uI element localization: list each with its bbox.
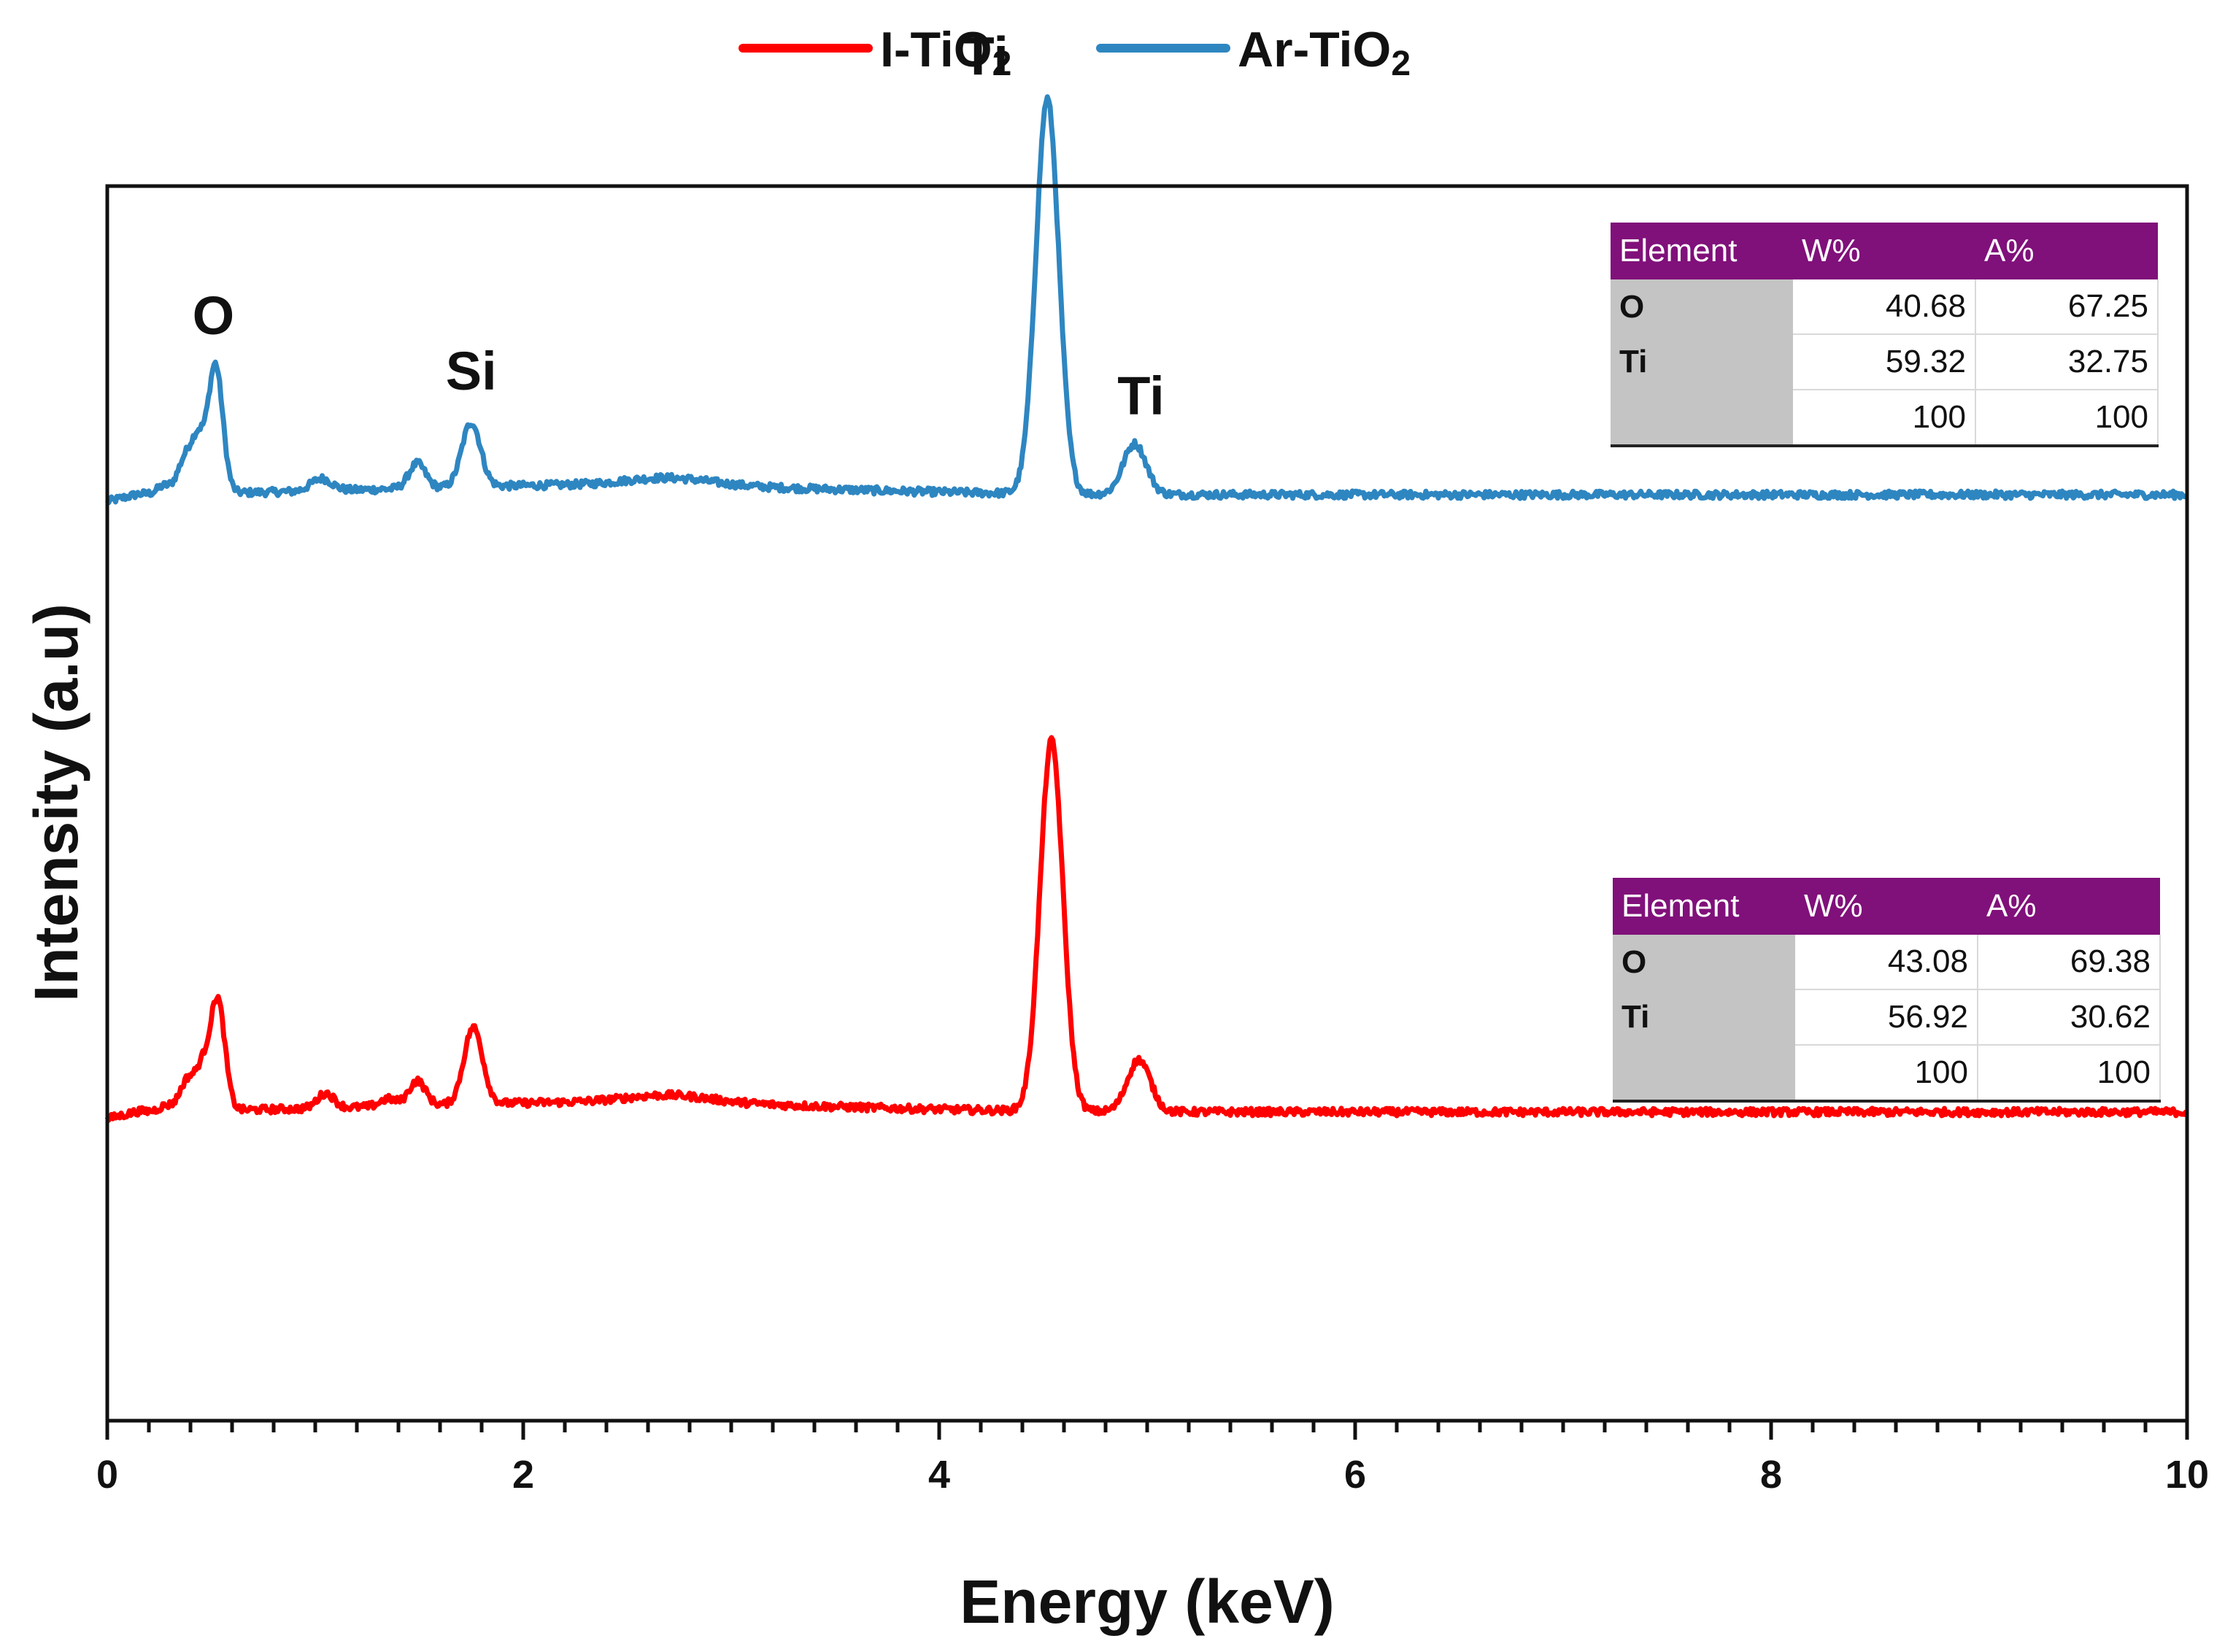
table-cell-weight: 56.92	[1795, 989, 1978, 1046]
x-tick-label: 2	[512, 1453, 534, 1497]
x-axis-ticks: 0 2 4 6 8 10	[96, 1421, 2209, 1497]
x-tick-label: 10	[2165, 1453, 2209, 1497]
table-cell-element	[1611, 390, 1793, 447]
x-tick-label: 8	[1760, 1453, 1782, 1497]
table-header-weight: W%	[1793, 223, 1975, 279]
table-cell-weight: 100	[1795, 1045, 1978, 1103]
table-header-atomic: A%	[1975, 223, 2158, 279]
legend-label-ar-tio2: Ar-TiO2	[1238, 22, 1411, 83]
y-axis-title: Intensity (a.u)	[22, 603, 90, 1002]
table-cell-weight: 40.68	[1793, 279, 1976, 335]
table-header-atomic: A%	[1978, 878, 2160, 935]
table-row-total: 100 100	[1611, 390, 2159, 447]
table-row: Ti 59.32 32.75	[1611, 334, 2159, 390]
table-cell-weight: 43.08	[1795, 935, 1978, 990]
table-cell-element: Ti	[1611, 334, 1793, 390]
legend-label-i-tio2: I-TiO2	[880, 22, 1011, 83]
table-cell-atomic: 100	[1975, 390, 2159, 447]
composition-table-ar-tio2: Element W% A% O 40.68 67.25 Ti 59.32 32.…	[1611, 223, 2159, 447]
table-cell-element: Ti	[1613, 989, 1795, 1045]
table-row: O 43.08 69.38	[1613, 935, 2161, 990]
series-line-i-tio2	[104, 735, 2189, 1123]
table-row: Ti 56.92 30.62	[1613, 989, 2161, 1046]
x-tick-label: 0	[96, 1453, 118, 1497]
table-header-weight: W%	[1795, 878, 1978, 935]
x-axis-title: Energy (keV)	[960, 1567, 1335, 1636]
peak-label-o: O	[193, 285, 235, 346]
legend: I-TiO2 Ar-TiO2	[739, 22, 1411, 83]
table-header-row: Element W% A%	[1611, 223, 2158, 279]
table-cell-atomic: 32.75	[1975, 334, 2159, 390]
table-cell-element	[1613, 1045, 1795, 1103]
series-group	[104, 94, 2189, 1123]
table-cell-atomic: 67.25	[1975, 279, 2159, 335]
table-row: O 40.68 67.25	[1611, 279, 2159, 335]
table-header-element: Element	[1613, 878, 1795, 935]
table-cell-atomic: 69.38	[1978, 935, 2161, 990]
peak-label-si: Si	[446, 341, 497, 401]
series-line-ar-tio2	[105, 94, 2189, 506]
composition-table-i-tio2: Element W% A% O 43.08 69.38 Ti 56.92 30.…	[1613, 878, 2161, 1103]
table-cell-element: O	[1611, 279, 1793, 334]
table-header-element: Element	[1611, 223, 1793, 279]
peak-label-ti-kb: Ti	[1117, 366, 1164, 426]
x-tick-label: 4	[928, 1453, 950, 1497]
table-row-total: 100 100	[1613, 1045, 2161, 1103]
peak-label-ti-ka: Ti	[961, 26, 1008, 87]
table-cell-element: O	[1613, 935, 1795, 989]
peak-annotations: O Si Ti Ti	[193, 26, 1165, 426]
x-tick-label: 6	[1344, 1453, 1366, 1497]
table-cell-weight: 59.32	[1793, 334, 1976, 390]
table-cell-atomic: 30.62	[1978, 989, 2161, 1046]
table-header-row: Element W% A%	[1613, 878, 2160, 935]
table-cell-atomic: 100	[1978, 1045, 2161, 1103]
table-cell-weight: 100	[1793, 390, 1976, 447]
